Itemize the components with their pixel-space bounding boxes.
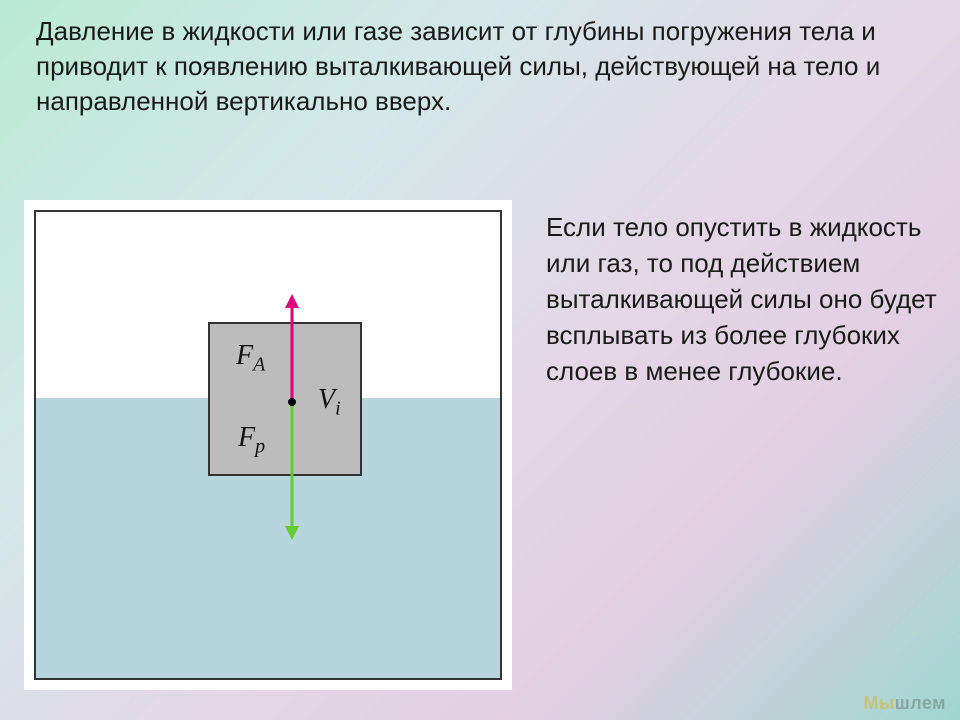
arrow-up-head-icon [285,294,299,308]
label-Fp-sub: p [255,436,265,458]
arrow-up-line [291,306,294,402]
watermark-right: шлем [895,693,946,713]
watermark-logo: Мышлем [863,693,946,714]
arrow-down-head-icon [285,526,299,540]
label-Fp: Fp [238,422,265,459]
label-Fp-main: F [238,422,255,453]
center-dot-icon [288,398,296,406]
slide-background: Давление в жидкости или газе зависит от … [0,0,960,720]
label-Vi: Vi [318,384,341,421]
label-FA: FA [236,340,265,377]
watermark-left: Мы [863,693,894,713]
label-Vi-sub: i [335,398,341,420]
arrow-down-line [291,402,294,528]
label-FA-main: F [236,340,253,371]
diagram-frame: FA Fp Vi [34,210,502,680]
right-paragraph: Если тело опустить в жидкость или газ, т… [546,210,944,389]
top-paragraph: Давление в жидкости или газе зависит от … [36,14,916,119]
label-Vi-main: V [318,384,335,415]
label-FA-sub: A [253,354,265,376]
diagram-outer: FA Fp Vi [24,200,512,690]
